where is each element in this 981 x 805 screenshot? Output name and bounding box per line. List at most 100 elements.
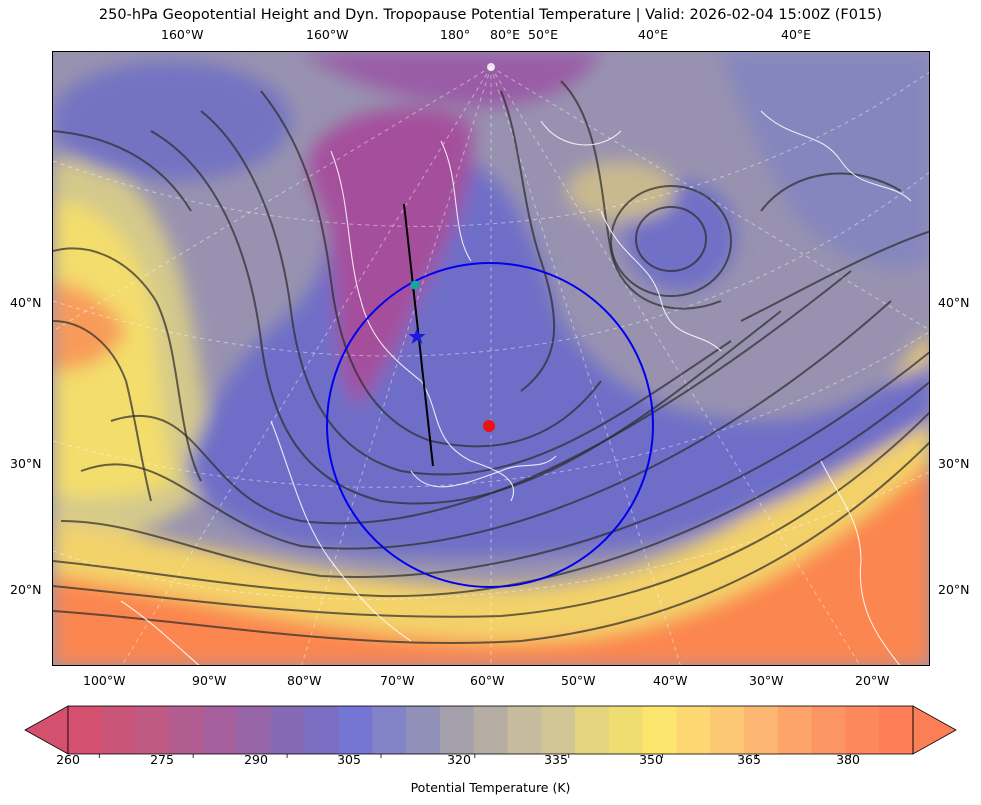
colorbar-segment xyxy=(744,706,779,754)
colorbar-segment xyxy=(135,706,170,754)
left-lat-label: 40°N xyxy=(10,295,42,310)
height-contour xyxy=(53,130,192,212)
coastline xyxy=(330,150,514,502)
colorbar-tick-label: 380 xyxy=(836,752,860,767)
colorbar-segment xyxy=(710,706,745,754)
coastline xyxy=(600,210,722,352)
map-canvas xyxy=(53,52,929,665)
colorbar-segment xyxy=(406,706,441,754)
colorbar-extend-high xyxy=(912,705,957,755)
height-contour xyxy=(200,110,732,476)
colorbar-segment xyxy=(676,706,711,754)
colorbar-segment xyxy=(169,706,204,754)
colorbar-segment xyxy=(608,706,644,754)
colorbar-segment xyxy=(811,706,846,754)
height-contour xyxy=(53,381,929,598)
graticule-lat xyxy=(53,71,929,227)
height-contour xyxy=(610,185,732,297)
field-warm-south xyxy=(53,333,929,665)
point-marker xyxy=(410,280,420,290)
coastline xyxy=(820,460,901,665)
bottom-lon-label: 100°W xyxy=(83,673,126,688)
coastline xyxy=(760,110,912,202)
height-contour xyxy=(500,90,556,392)
top-lon-label: 40°E xyxy=(638,27,669,42)
colorbar-extend-low xyxy=(24,705,69,755)
colorbar-tick-label: 290 xyxy=(244,752,268,767)
center-marker xyxy=(483,420,495,432)
top-lon-label: 160°W xyxy=(306,27,349,42)
graticule-lon xyxy=(301,66,492,665)
colorbar-segment xyxy=(845,706,880,754)
top-lon-label: 180° xyxy=(440,27,471,42)
map-panel xyxy=(52,51,930,666)
height-contour xyxy=(760,172,902,212)
bottom-lon-label: 90°W xyxy=(192,673,227,688)
colorbar-segment xyxy=(68,706,103,754)
graticule-pole xyxy=(487,63,495,71)
top-lon-label: 160°W xyxy=(161,27,204,42)
coastline xyxy=(410,455,557,488)
height-contour xyxy=(740,230,929,322)
colorbar-frame xyxy=(67,705,914,755)
star-marker xyxy=(408,328,426,344)
graticule-lat xyxy=(53,471,929,600)
height-contour xyxy=(53,247,202,482)
colorbar-tick-label: 260 xyxy=(56,752,80,767)
right-lat-label: 40°N xyxy=(938,295,970,310)
colorbar-tick-label: 335 xyxy=(544,752,568,767)
bottom-lon-label: 20°W xyxy=(855,673,890,688)
colorbar-segment xyxy=(237,706,272,754)
colorbar-tick-label: 305 xyxy=(337,752,361,767)
page-title: 250-hPa Geopotential Height and Dyn. Tro… xyxy=(98,7,883,23)
colorbar xyxy=(24,705,957,758)
colorbar-segment xyxy=(541,706,576,754)
colorbar-segment xyxy=(338,706,373,754)
colorbar-tick-label: 275 xyxy=(150,752,174,767)
height-contour xyxy=(260,90,602,448)
field-ne-warm xyxy=(566,161,676,221)
field-ne-blue xyxy=(721,52,929,268)
colorbar-segment xyxy=(473,706,508,754)
height-contour xyxy=(60,351,929,578)
colorbar-tick-label: 350 xyxy=(639,752,663,767)
top-lon-label: 50°E xyxy=(528,27,559,42)
colorbar-segment xyxy=(372,706,407,754)
right-lat-label: 30°N xyxy=(938,456,970,471)
left-lat-label: 30°N xyxy=(10,456,42,471)
top-lon-label: 40°E xyxy=(781,27,812,42)
top-lon-label: 80°E xyxy=(490,27,521,42)
field-warm-west-core xyxy=(53,201,176,499)
coastline xyxy=(540,120,622,146)
bottom-lon-label: 50°W xyxy=(561,673,596,688)
coastline xyxy=(120,600,200,665)
coastline xyxy=(440,140,472,262)
colorbar-segment xyxy=(270,706,306,754)
graticule-lon xyxy=(490,66,861,665)
colorbar-segment xyxy=(507,706,542,754)
coastline xyxy=(270,420,412,642)
height-contour xyxy=(635,206,707,272)
graticule-lon xyxy=(121,66,492,665)
height-contour xyxy=(80,300,892,550)
bottom-lon-label: 70°W xyxy=(380,673,415,688)
height-contour xyxy=(150,130,782,505)
colorbar-title: Potential Temperature (K) xyxy=(410,780,571,795)
graticule-lat xyxy=(53,331,929,488)
colorbar-segment xyxy=(101,706,137,754)
field-hot-south xyxy=(53,462,929,665)
colorbar-segment xyxy=(879,706,914,754)
colorbar-tick-label: 320 xyxy=(447,752,471,767)
bottom-lon-label: 60°W xyxy=(470,673,505,688)
colorbar-segment xyxy=(203,706,238,754)
colorbar-segment xyxy=(642,706,677,754)
colorbar-tick-label: 365 xyxy=(737,752,761,767)
right-lat-label: 20°N xyxy=(938,582,970,597)
analysis-circle xyxy=(326,262,654,588)
graticule-lon xyxy=(490,66,681,665)
colorbar-segment xyxy=(575,706,610,754)
left-lat-label: 20°N xyxy=(10,582,42,597)
colorbar-segment xyxy=(439,706,475,754)
colorbar-segment xyxy=(777,706,813,754)
graticule-lon xyxy=(53,66,492,332)
